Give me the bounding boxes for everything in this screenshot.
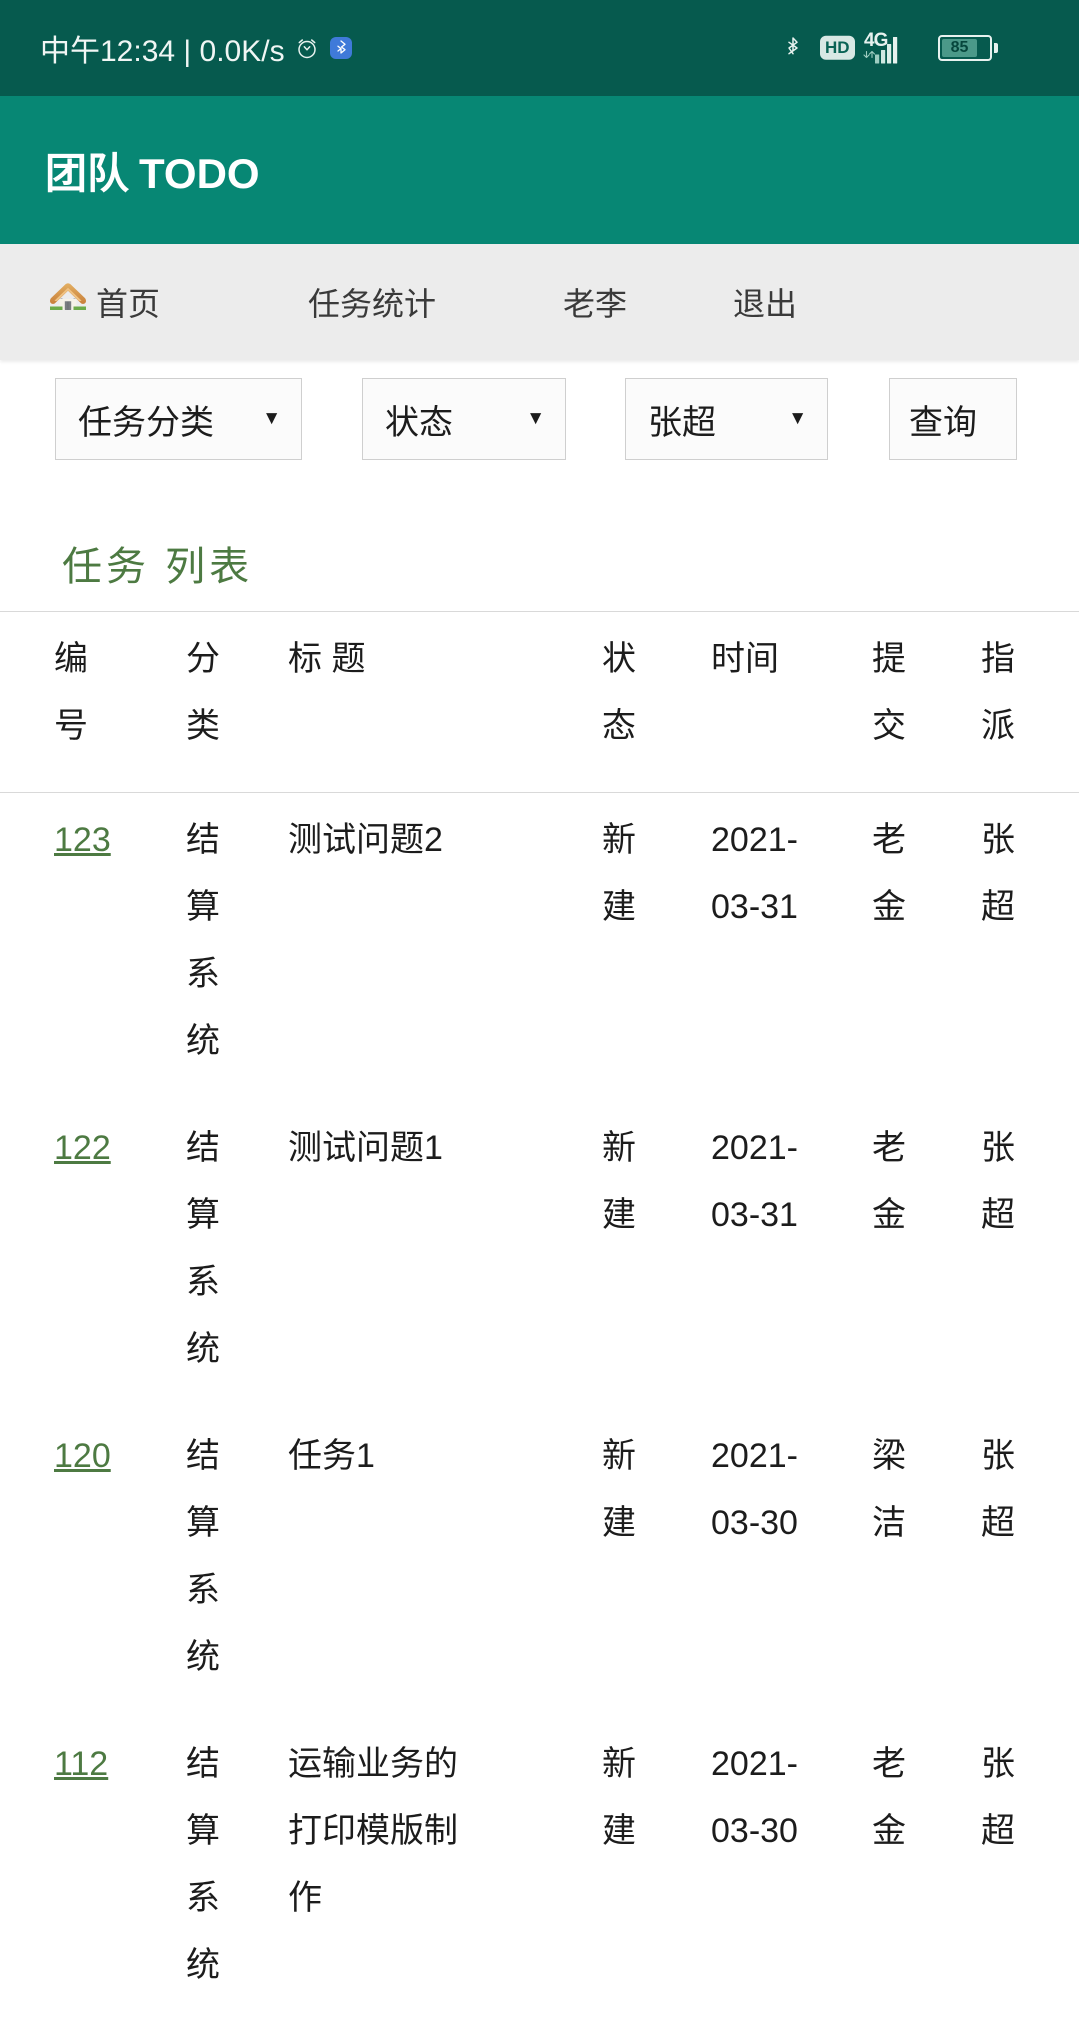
- svg-text:4G: 4G: [864, 30, 888, 51]
